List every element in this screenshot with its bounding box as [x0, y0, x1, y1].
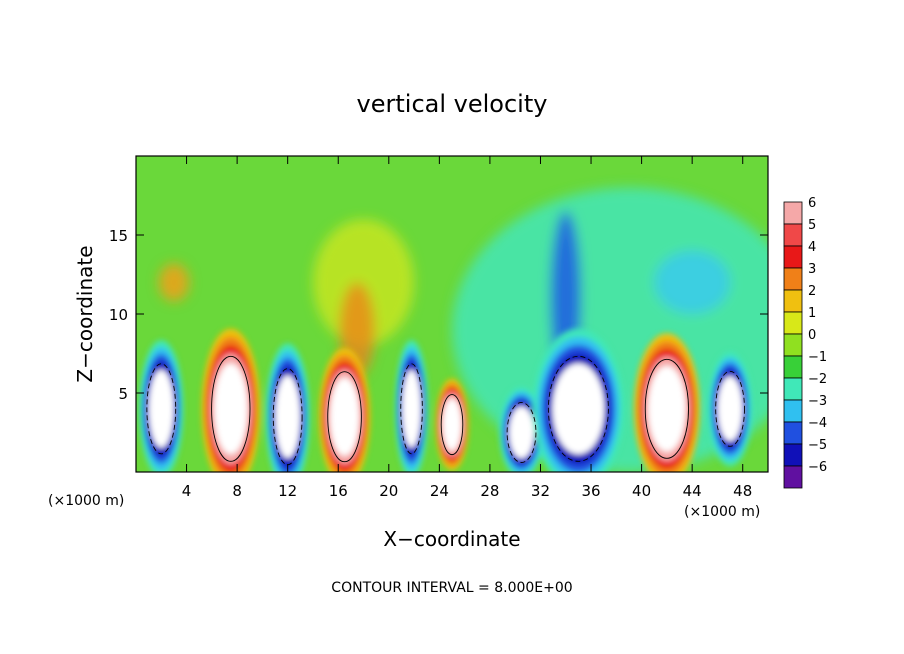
colorbar-label: 2 — [808, 284, 816, 299]
colorbar-label: 1 — [808, 306, 816, 321]
colorbar: 6 5 4 3 2 1 0 −1 −2 −3 −4 −5 −6 — [783, 196, 827, 489]
contour-8 — [506, 402, 537, 463]
colorbar-label: −5 — [808, 438, 827, 453]
colorbar-swatch — [783, 421, 803, 445]
region-upper-right-cloud — [654, 250, 731, 314]
updraft-cell-3 — [435, 378, 469, 471]
colorbar-swatch — [783, 377, 803, 401]
x-tick-label: 40 — [632, 482, 651, 500]
x-axis-ticks: 4 8 12 16 20 24 28 32 36 40 44 48 — [182, 156, 752, 500]
contour-interval-footer: CONTOUR INTERVAL = 8.000E+00 — [331, 580, 572, 596]
colorbar-swatch — [783, 465, 803, 489]
x-tick-label: 20 — [379, 482, 398, 500]
colorbar-label: −3 — [808, 394, 827, 409]
y-axis-ticks: 5 10 15 — [109, 227, 768, 403]
x-tick-label: 8 — [232, 482, 242, 500]
region-upper-center-warm — [312, 219, 415, 346]
x-tick-label: 32 — [531, 482, 550, 500]
y-axis-label: Z−coordinate — [73, 245, 97, 382]
colorbar-swatch — [783, 245, 803, 269]
colorbar-swatch — [783, 443, 803, 467]
colorbar-label: −1 — [808, 350, 827, 365]
y-tick-label: 10 — [109, 306, 128, 324]
updraft-cell-1 — [201, 328, 261, 472]
contour-lines — [146, 355, 745, 466]
contour-3 — [440, 394, 464, 456]
x-tick-label: 48 — [733, 482, 752, 500]
y-tick-label: 15 — [109, 227, 128, 245]
colorbar-label: 6 — [808, 196, 816, 211]
x-tick-label: 24 — [430, 482, 449, 500]
colorbar-label: 4 — [808, 240, 816, 255]
downdraft-cell-7 — [395, 340, 429, 472]
contour-7 — [400, 363, 423, 455]
contour-1 — [211, 355, 251, 462]
colorbar-label: 5 — [808, 218, 816, 233]
colorbar-label: 3 — [808, 262, 816, 277]
colorbar-label: 0 — [808, 328, 816, 343]
contour-2 — [327, 371, 362, 463]
x-tick-label: 28 — [480, 482, 499, 500]
downdraft-cell-6 — [265, 343, 310, 472]
downdraft-cell-10 — [708, 351, 753, 467]
velocity-field — [139, 187, 768, 472]
downdraft-cell-5 — [139, 340, 184, 472]
contour-5 — [146, 363, 177, 455]
colorbar-label: −2 — [808, 372, 827, 387]
contour-4 — [644, 358, 689, 459]
x-tick-label: 16 — [329, 482, 348, 500]
y-tick-label: 5 — [118, 385, 128, 403]
colorbar-label: −6 — [808, 460, 827, 475]
downdraft-cell-9 — [532, 328, 625, 472]
x-unit-label-left: (×1000 m) — [48, 493, 124, 509]
colorbar-swatch — [783, 289, 803, 313]
colorbar-swatch — [783, 399, 803, 423]
colorbar-swatch — [783, 311, 803, 335]
colorbar-swatch — [783, 333, 803, 357]
colorbar-swatch — [783, 355, 803, 379]
region-upper-left-warm — [158, 263, 190, 302]
colorbar-swatch — [783, 267, 803, 291]
contour-10 — [715, 370, 745, 447]
updraft-cell-2 — [318, 347, 371, 472]
colorbar-swatch — [783, 223, 803, 247]
colorbar-swatch — [783, 201, 803, 225]
updraft-cell-4 — [633, 333, 700, 472]
chart-title: vertical velocity — [357, 90, 548, 118]
x-tick-label: 36 — [581, 482, 600, 500]
x-unit-label-right: (×1000 m) — [684, 504, 760, 520]
x-tick-label: 4 — [182, 482, 192, 500]
x-tick-label: 44 — [683, 482, 702, 500]
colorbar-label: −4 — [808, 416, 827, 431]
x-tick-label: 12 — [278, 482, 297, 500]
contour-9 — [547, 355, 609, 462]
x-axis-label: X−coordinate — [383, 527, 520, 551]
